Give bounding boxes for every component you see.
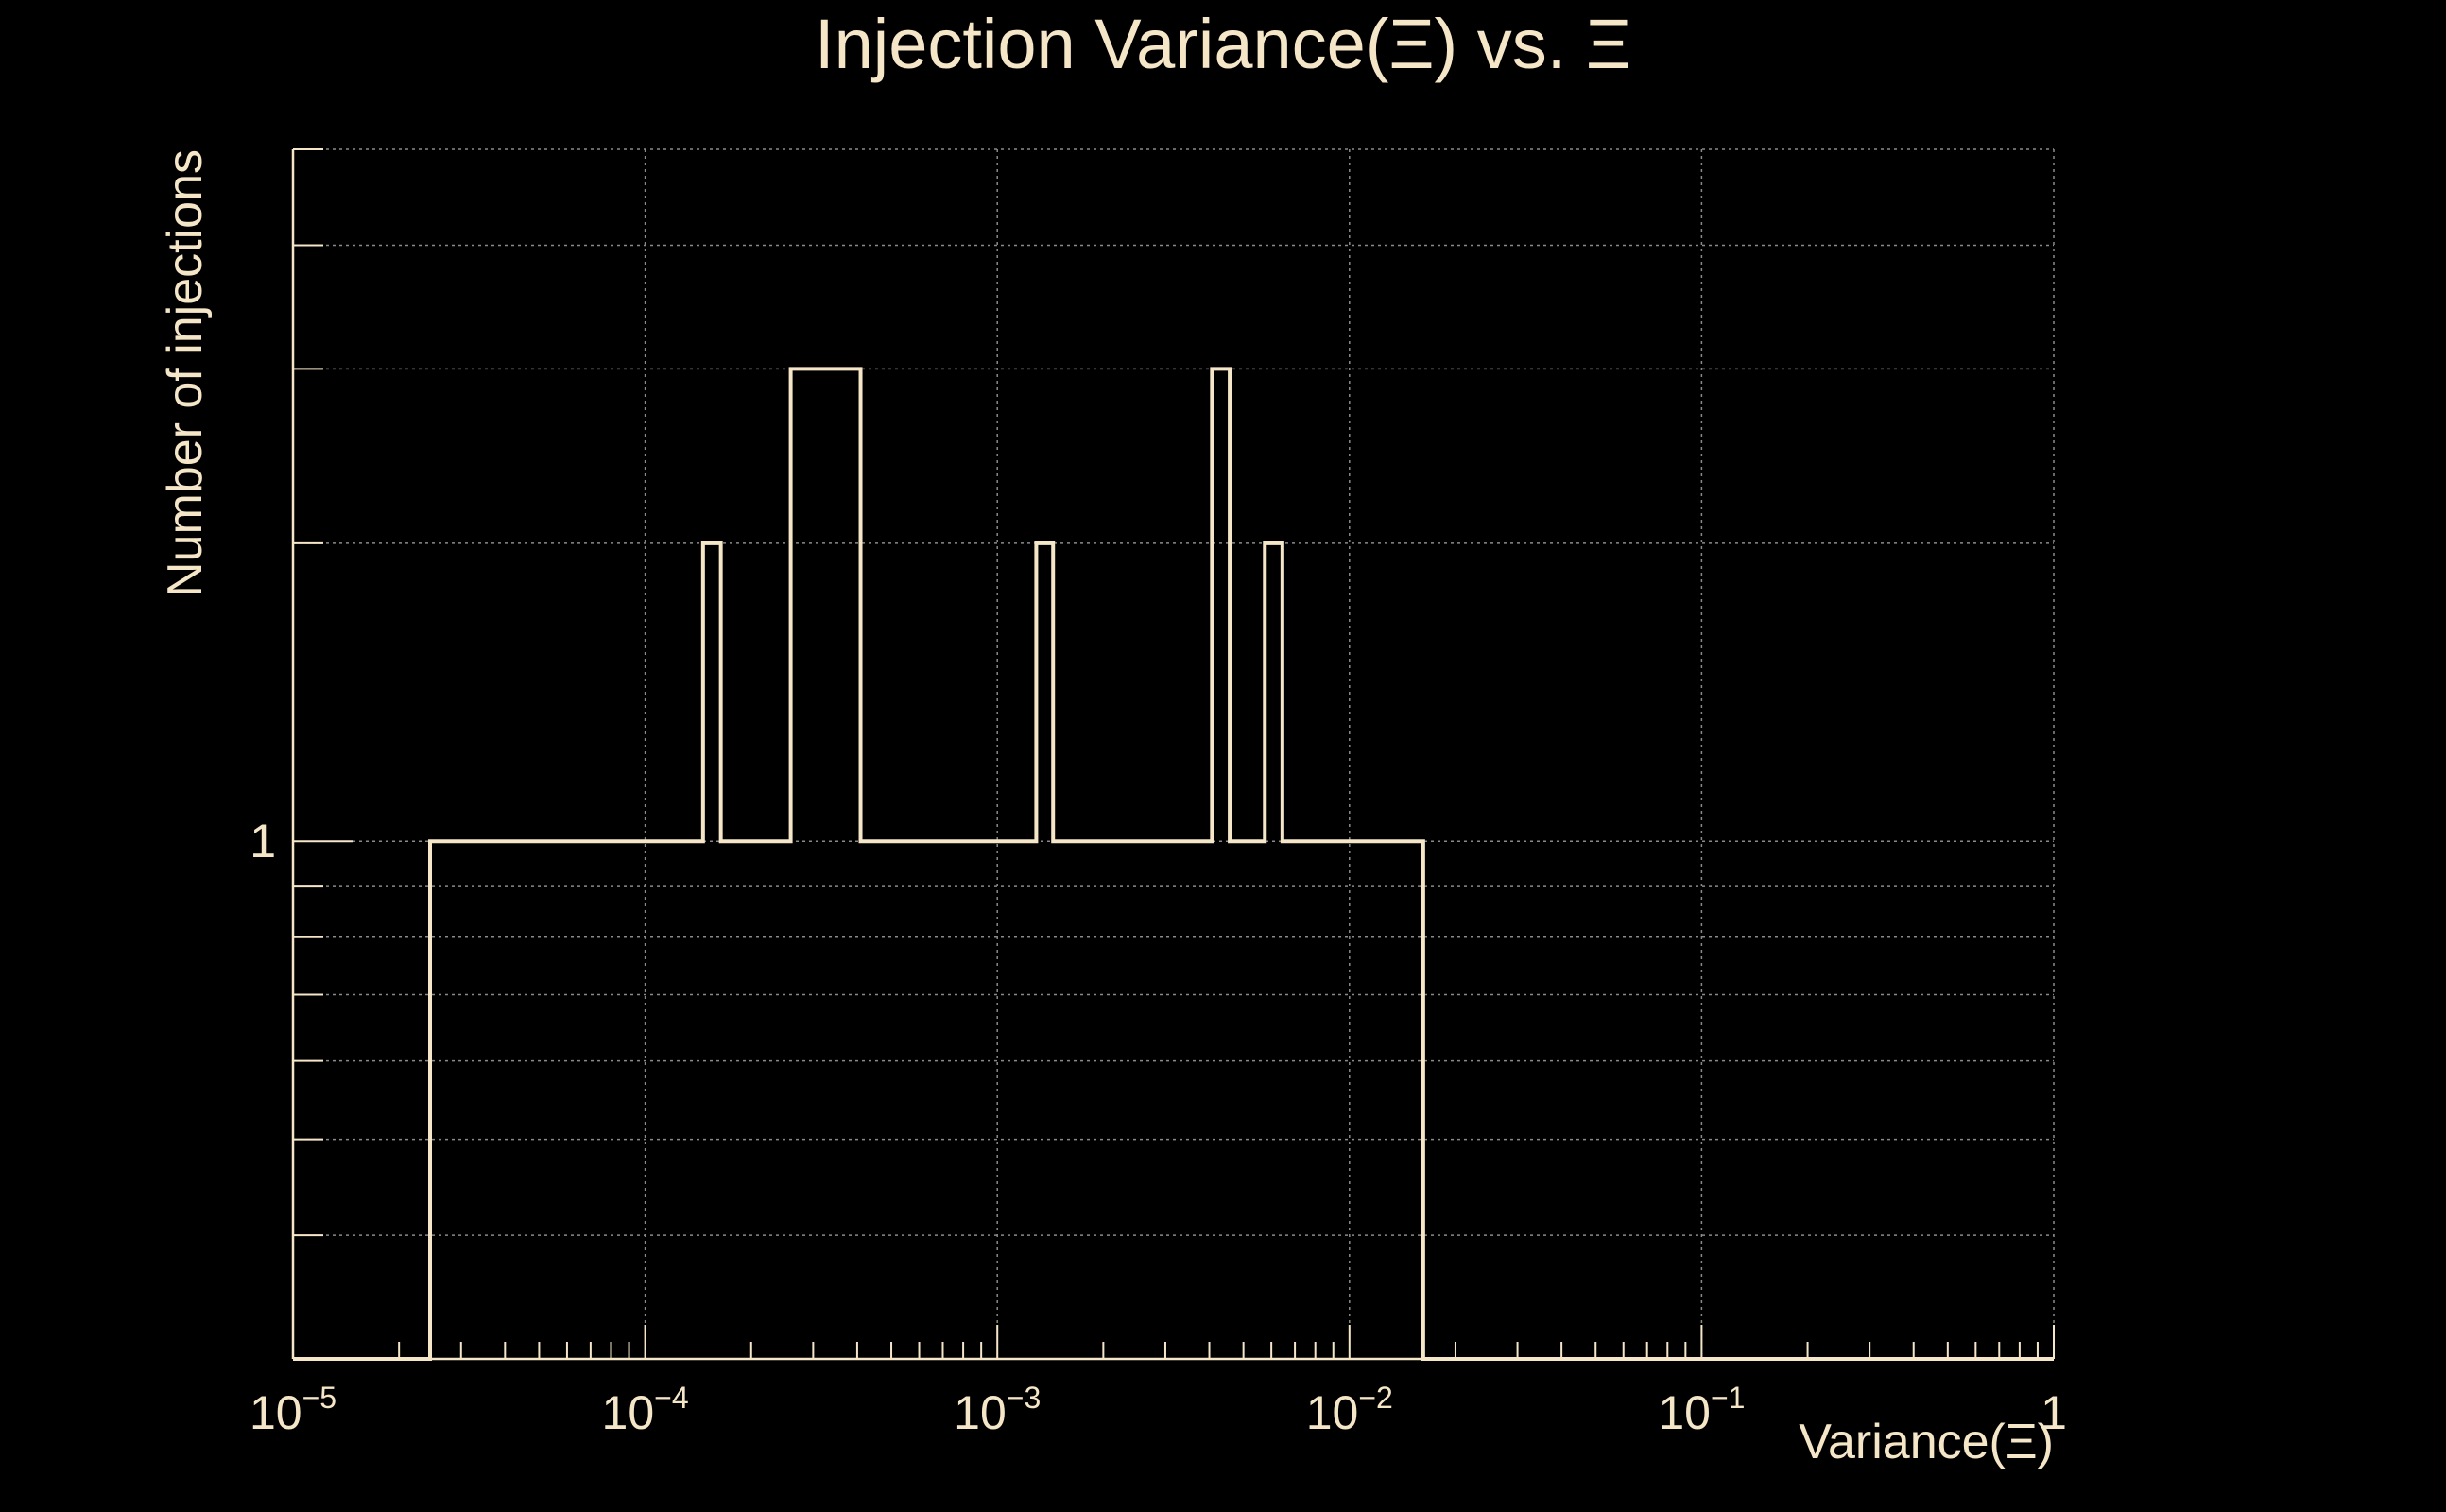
x-tick-label: 10−3	[954, 1381, 1041, 1439]
x-tick-exponent: −3	[1007, 1381, 1041, 1415]
histogram-bin	[983, 841, 1000, 1359]
histogram-bin	[861, 841, 896, 1359]
histogram-bin	[1089, 841, 1106, 1359]
histogram-bin	[1212, 369, 1230, 1359]
histogram-bin	[791, 369, 809, 1359]
x-tick-base: 10	[602, 1386, 655, 1439]
x-tick-label: 10−1	[1658, 1381, 1745, 1439]
histogram-bin	[1053, 841, 1071, 1359]
x-tick-labels: 10−5 10−4 10−3 10−2 10−1 1	[250, 1381, 2067, 1439]
histogram-series-outline	[293, 367, 2054, 1361]
x-tick-label: 10−5	[250, 1381, 336, 1439]
histogram-bin	[1019, 841, 1037, 1359]
x-tick-base: 10	[1658, 1386, 1711, 1439]
x-tick-exponent: −5	[302, 1381, 336, 1415]
x-tick-label: 1	[2041, 1386, 2067, 1439]
histogram-bin	[1230, 841, 1247, 1359]
y-axis-title: Number of injections	[158, 149, 213, 597]
grid-lines	[293, 148, 2055, 1359]
axis-ticks	[292, 148, 2055, 1359]
x-axis-title: Variance(Ξ)	[1799, 1415, 2054, 1469]
y-tick-label: 1	[250, 815, 276, 868]
histogram-bin	[1036, 543, 1053, 1359]
x-tick-label: 10−4	[602, 1381, 689, 1439]
x-tick-exponent: −4	[654, 1381, 688, 1415]
histogram-bin	[1124, 841, 1195, 1359]
histogram-bin	[1335, 841, 1371, 1359]
y-tick-labels: 1	[250, 815, 276, 868]
histogram-bin	[703, 543, 721, 1359]
histogram-bin	[669, 841, 686, 1359]
x-tick-base: 10	[250, 1386, 302, 1439]
histogram-bins	[430, 369, 1423, 1359]
x-tick-exponent: −2	[1358, 1381, 1392, 1415]
histogram-bin	[1283, 841, 1300, 1359]
x-tick-label: 10−2	[1306, 1381, 1393, 1439]
chart-title: Injection Variance(Ξ) vs. Ξ	[815, 5, 1631, 83]
x-tick-base: 1	[2041, 1386, 2067, 1439]
x-tick-base: 10	[954, 1386, 1007, 1439]
histogram-bin	[1265, 543, 1283, 1359]
histogram-bin	[430, 841, 448, 1359]
histogram-bin	[721, 841, 739, 1359]
x-tick-base: 10	[1306, 1386, 1359, 1439]
histogram-bin	[773, 841, 791, 1359]
histogram-bin	[1388, 841, 1423, 1359]
histogram-bin	[913, 841, 931, 1359]
x-tick-exponent: −1	[1711, 1381, 1745, 1415]
